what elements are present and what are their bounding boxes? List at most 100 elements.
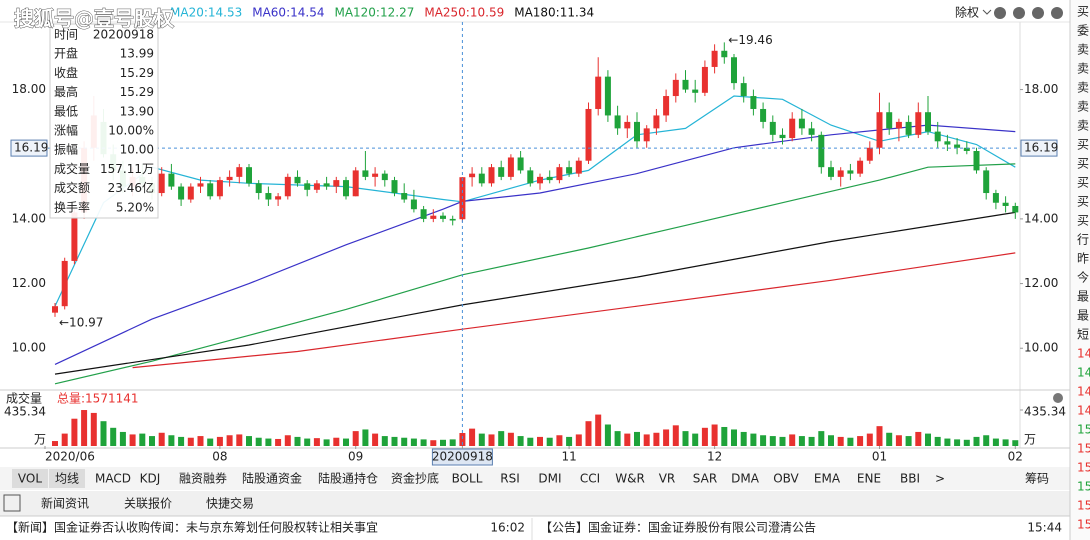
- candle-body: [721, 50, 728, 58]
- bottom-tab[interactable]: 快捷交易: [206, 496, 254, 511]
- volume-bar: [701, 427, 708, 446]
- indicator-tab[interactable]: CCI: [580, 472, 600, 486]
- panel-toggle-icon[interactable]: [3, 494, 21, 512]
- volume-bar: [372, 433, 379, 446]
- candle-body: [275, 196, 282, 200]
- candle-body: [925, 112, 931, 132]
- candle-body: [992, 193, 999, 203]
- volume-bar: [168, 435, 175, 446]
- bottom-tab[interactable]: 新闻资讯: [41, 496, 89, 511]
- indicator-tab[interactable]: EMA: [814, 472, 841, 486]
- indicator-tab[interactable]: VOL: [18, 472, 42, 486]
- candle-body: [634, 121, 640, 142]
- indicator-bar: [0, 467, 1070, 490]
- volume-bar: [750, 433, 757, 446]
- ma-line: [54, 124, 1016, 365]
- volume-bar: [275, 438, 282, 446]
- indicator-tab[interactable]: SAR: [693, 472, 717, 486]
- sidebar-item: 委: [1077, 24, 1089, 38]
- indicator-tab[interactable]: 筹码: [1025, 472, 1049, 486]
- volume-bar: [740, 431, 747, 446]
- volume-bar: [1012, 440, 1019, 446]
- indicator-tab[interactable]: ENE: [857, 472, 881, 486]
- candle-body: [284, 176, 291, 197]
- candle-body: [672, 79, 679, 97]
- volume-bar: [352, 431, 359, 446]
- volume-bar: [410, 438, 417, 446]
- candle-body: [857, 160, 864, 174]
- sidebar-item: 15: [1077, 518, 1090, 532]
- indicator-tab[interactable]: DMI: [538, 472, 561, 486]
- volume-bar: [682, 431, 689, 446]
- candle-body: [187, 186, 194, 200]
- settings-icon[interactable]: [1051, 7, 1063, 19]
- volume-bar: [507, 432, 514, 446]
- volume-bar: [197, 436, 204, 446]
- volume-bar: [430, 440, 437, 446]
- sidebar-item: 买: [1077, 176, 1089, 190]
- news-headline[interactable]: 【公告】国金证券：国金证券股份有限公司澄清公告: [540, 520, 816, 535]
- volume-bar: [246, 436, 252, 446]
- indicator-tab[interactable]: DMA: [731, 472, 760, 486]
- indicator-tab[interactable]: MACD: [95, 472, 131, 486]
- zoom-out-icon[interactable]: [994, 7, 1006, 19]
- info-value: 20200918: [93, 28, 154, 42]
- news-headline[interactable]: 【新闻】国金证券否认收购传闻：未与京东筹划任何股权转让相关事宜: [6, 520, 378, 535]
- indicator-tab[interactable]: >: [935, 472, 945, 486]
- indicator-tab[interactable]: RSI: [500, 472, 520, 486]
- candle-body: [420, 209, 427, 219]
- indicator-tab[interactable]: VR: [659, 472, 676, 486]
- indicator-tab[interactable]: 资金抄底: [391, 471, 439, 486]
- volume-bar: [925, 433, 931, 446]
- volume-bar: [566, 436, 573, 446]
- volume-bar: [449, 439, 456, 446]
- indicator-tab[interactable]: KDJ: [140, 472, 161, 486]
- volume-bar: [381, 436, 388, 446]
- volume-bar: [585, 421, 592, 446]
- candle-body: [527, 170, 534, 184]
- candle-body: [488, 167, 495, 184]
- volume-settings-icon[interactable]: [1053, 393, 1063, 403]
- volume-total: 总量:1571141: [57, 392, 139, 406]
- volume-bar: [731, 429, 737, 446]
- indicator-tab[interactable]: 陆股通资金: [242, 471, 302, 486]
- legend-entry: MA20:14.53: [170, 6, 242, 20]
- indicator-tab[interactable]: 均线: [55, 472, 79, 486]
- volume-bar: [401, 437, 408, 446]
- candle-body: [178, 186, 185, 200]
- indicator-tab[interactable]: W&R: [615, 472, 645, 486]
- volume-bar: [313, 438, 320, 446]
- crosshair-label-bg: [1020, 139, 1058, 157]
- crosshair-label-bg: [10, 139, 48, 157]
- candle-body: [692, 89, 699, 93]
- volume-bar: [1002, 439, 1009, 446]
- candle-body: [760, 108, 767, 122]
- volume-bar: [595, 414, 602, 446]
- indicator-tab[interactable]: BBI: [900, 472, 920, 486]
- candle-body: [798, 118, 805, 129]
- indicator-tab[interactable]: 融资融券: [179, 471, 227, 486]
- candle-body: [517, 157, 524, 171]
- volume-bar: [643, 434, 650, 446]
- volume-tick-label: 435.34: [4, 405, 46, 419]
- sidebar-item: 14: [1077, 404, 1090, 418]
- time-label: 08: [212, 450, 227, 464]
- volume-bar: [789, 434, 796, 446]
- candle-body: [391, 180, 398, 194]
- zoom-in-icon[interactable]: [1013, 7, 1025, 19]
- bottom-tab[interactable]: 关联报价: [124, 496, 172, 511]
- indicator-tab[interactable]: BOLL: [452, 472, 483, 486]
- prev-icon[interactable]: [1032, 7, 1044, 19]
- adjust-button[interactable]: 除权: [955, 5, 979, 20]
- dropdown-icon[interactable]: [982, 9, 992, 15]
- candle-body: [216, 180, 223, 197]
- indicator-tab[interactable]: 陆股通持仓: [318, 471, 378, 486]
- candle-body: [769, 121, 776, 135]
- candle-body: [207, 183, 214, 197]
- candle-body: [410, 199, 417, 210]
- candle-body: [983, 170, 990, 194]
- volume-bar: [769, 436, 776, 446]
- indicator-tab[interactable]: OBV: [773, 472, 799, 486]
- sidebar-item: 昨: [1077, 252, 1089, 266]
- tab-active-bg: [49, 469, 85, 488]
